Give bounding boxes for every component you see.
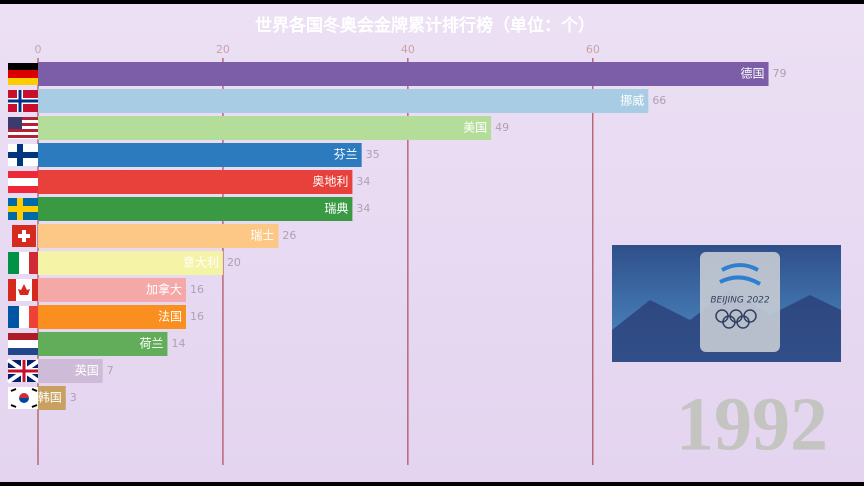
bar-label: 挪威 (620, 94, 644, 108)
flags (6, 63, 42, 409)
value-label: 20 (227, 256, 241, 269)
value-label: 26 (282, 229, 296, 242)
bar-label: 意大利 (183, 255, 219, 270)
bar (38, 62, 769, 86)
bar-label: 美国 (463, 121, 487, 135)
bar-label: 加拿大 (146, 282, 182, 297)
bar (38, 197, 353, 221)
bar-label: 芬兰 (334, 148, 358, 162)
bar (38, 224, 279, 248)
bar (38, 332, 168, 356)
value-label: 66 (652, 94, 666, 107)
value-label: 7 (107, 364, 114, 377)
bar (38, 359, 103, 383)
bar (38, 116, 492, 140)
x-tick-label: 40 (401, 43, 415, 56)
bar-label: 荷兰 (139, 337, 163, 351)
bar-label: 韩国 (38, 390, 62, 405)
value-label: 35 (366, 148, 380, 161)
value-label: 34 (356, 175, 370, 188)
bar-label: 奥地利 (312, 175, 348, 189)
bar-label: 法国 (158, 310, 182, 324)
bar (38, 170, 353, 194)
bar-label: 英国 (75, 364, 99, 378)
bar (38, 278, 186, 302)
value-label: 34 (356, 202, 370, 215)
logo-text: BEIJING 2022 (710, 296, 770, 306)
x-tick-label: 0 (35, 43, 42, 56)
x-tick-label: 60 (586, 43, 600, 56)
value-label: 16 (190, 310, 204, 323)
value-label: 3 (70, 391, 77, 404)
chart-title: 世界各国冬奥会金牌累计排行榜（单位：个） (255, 15, 595, 36)
bar (38, 386, 66, 410)
bar-label: 德国 (741, 66, 765, 81)
year-annotation: 1992 (676, 382, 828, 466)
value-label: 49 (495, 121, 509, 134)
value-label: 14 (171, 337, 185, 350)
x-tick-label: 20 (216, 43, 230, 56)
bar-label: 瑞士 (250, 229, 274, 243)
bar (38, 305, 186, 329)
value-label: 16 (190, 283, 204, 296)
logo-image: BEIJING 2022 (612, 245, 841, 362)
bar (38, 143, 362, 167)
bar (38, 251, 223, 275)
bar (38, 89, 649, 113)
value-label: 79 (773, 67, 787, 80)
bar-label: 瑞典 (324, 202, 348, 216)
